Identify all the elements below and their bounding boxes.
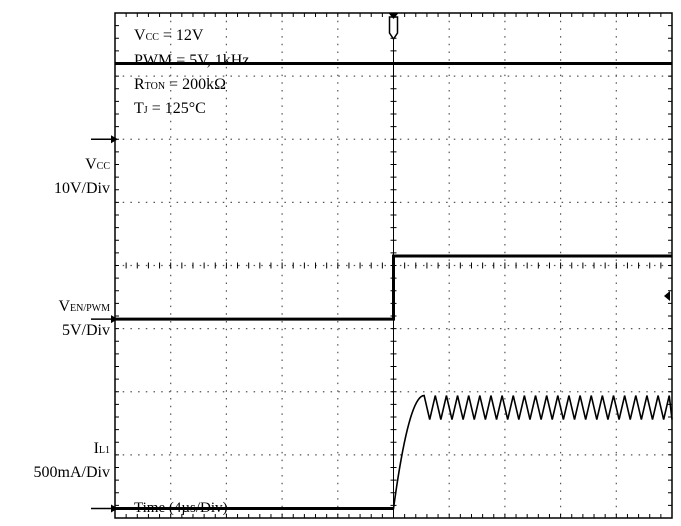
tj-annotation: TJ = 125°C <box>134 100 206 117</box>
ven-ground-arrow-head <box>111 315 118 324</box>
trigger-marker <box>388 16 399 41</box>
ven-pwm-trace <box>115 254 672 321</box>
ven-channel-label: VEN/PWM 5V/Div <box>58 298 110 339</box>
il1-ground-arrow-head <box>111 504 118 513</box>
vcc-channel-label: VCC 10V/Div <box>54 156 110 197</box>
vcc-ground-arrow-head <box>111 135 118 144</box>
trigger-arrow <box>388 13 399 19</box>
il1-channel-label: IL1 500mA/Div <box>33 440 110 481</box>
vcc-annotation: VCC = 12V <box>134 27 204 44</box>
right-marker <box>664 291 670 302</box>
graticule <box>114 12 673 519</box>
markers <box>91 13 670 513</box>
il1-trace <box>115 394 673 510</box>
pwm-annotation: PWM = 5V, 1kHz <box>134 52 250 69</box>
x-axis-label: Time (4µs/Div) <box>134 500 228 516</box>
rton-annotation: RTON = 200kΩ <box>134 76 226 93</box>
traces <box>115 62 673 511</box>
